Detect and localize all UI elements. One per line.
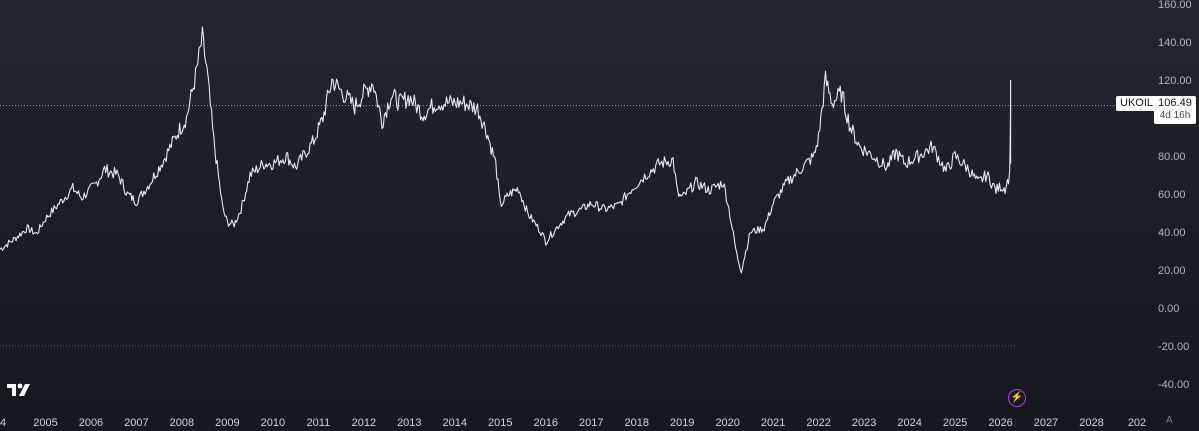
x-tick-label: 2015 [488, 417, 512, 429]
x-tick-label: 2012 [352, 417, 376, 429]
y-tick-label: 140.00 [1158, 37, 1192, 49]
symbol-label: UKOIL [1116, 96, 1158, 111]
price-series-line [0, 26, 1012, 274]
x-tick-label: 2019 [670, 417, 694, 429]
x-tick-label: 2022 [806, 417, 830, 429]
x-tick-label: 2018 [624, 417, 648, 429]
x-tick-label: 2011 [307, 417, 331, 429]
tradingview-logo-icon[interactable] [6, 381, 32, 399]
auto-scale-button[interactable]: A [1166, 415, 1173, 426]
x-tick-label: 2006 [79, 417, 103, 429]
x-tick-label: 2014 [443, 417, 467, 429]
y-tick-label: 0.00 [1158, 303, 1179, 315]
lightning-icon[interactable]: ⚡ [1008, 389, 1026, 407]
y-tick-label: -20.00 [1158, 341, 1189, 353]
y-tick-label: 120.00 [1158, 75, 1192, 87]
x-tick-label: 2028 [1079, 417, 1103, 429]
x-tick-label: 202 [1128, 417, 1146, 429]
last-price-tag: 106.49 4d 16h [1154, 96, 1196, 124]
x-tick-label: 2023 [852, 417, 876, 429]
x-tick-label: 2010 [261, 417, 285, 429]
y-tick-label: 160.00 [1158, 0, 1192, 11]
x-tick-label: 2008 [170, 417, 194, 429]
x-tick-label: 2016 [534, 417, 558, 429]
x-tick-label: 2013 [397, 417, 421, 429]
x-tick-label: 2009 [215, 417, 239, 429]
x-tick-label: 2026 [988, 417, 1012, 429]
x-tick-label: 2024 [897, 417, 921, 429]
y-tick-label: 80.00 [1158, 151, 1186, 163]
y-tick-label: 60.00 [1158, 189, 1186, 201]
y-tick-label: 20.00 [1158, 265, 1186, 277]
x-tick-label: 2017 [579, 417, 603, 429]
x-tick-label: 2021 [761, 417, 785, 429]
last-price-value: 106.49 [1158, 97, 1192, 109]
x-tick-label: 2007 [124, 417, 148, 429]
x-tick-label: 2027 [1034, 417, 1058, 429]
y-tick-label: 40.00 [1158, 227, 1186, 239]
bar-countdown: 4d 16h [1159, 110, 1191, 121]
x-tick-label: 2025 [943, 417, 967, 429]
x-tick-label: 2020 [715, 417, 739, 429]
y-tick-label: -40.00 [1158, 379, 1189, 391]
x-tick-label: 2005 [33, 417, 57, 429]
x-tick-label: 04 [0, 417, 6, 429]
